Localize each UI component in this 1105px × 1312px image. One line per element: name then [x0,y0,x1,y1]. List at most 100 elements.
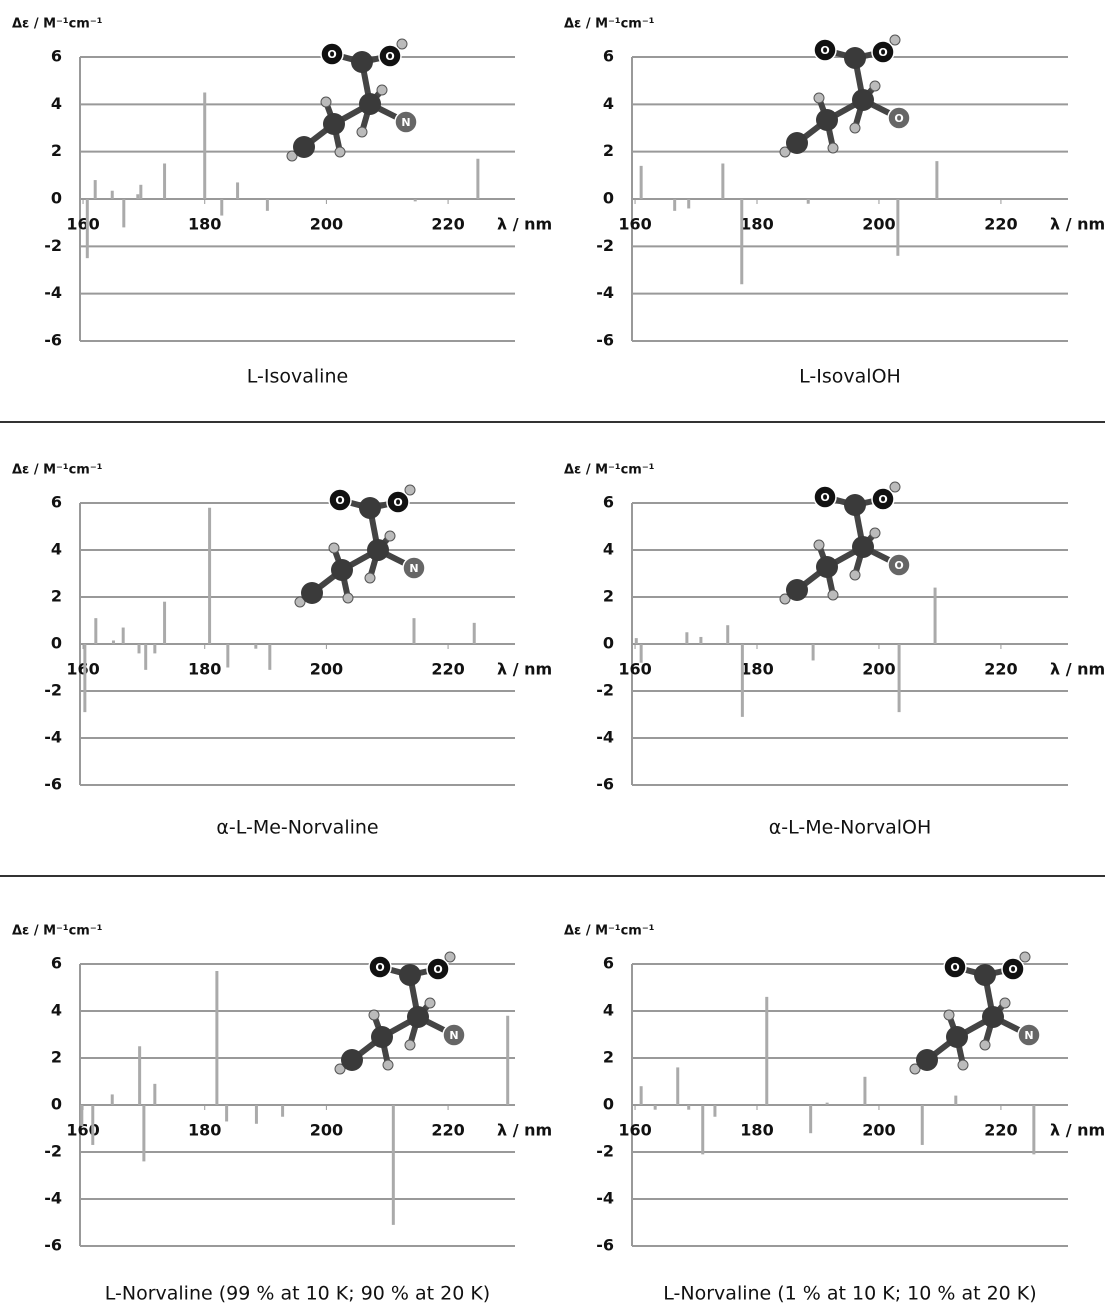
caption: L-Norvaline (99 % at 10 K; 90 % at 20 K) [105,1283,490,1305]
carbon [974,964,996,986]
carbon [946,1026,968,1048]
x-tick-label: 160 [618,660,651,679]
y-tick-label: -2 [596,236,614,255]
y-tick-label: 4 [603,94,614,113]
carbon [852,89,874,111]
hydrogen [870,81,880,91]
y-tick-label: -6 [596,775,614,794]
atom-label: O [335,494,344,507]
x-tick-label: 200 [862,1121,895,1140]
x-tick-label: 180 [740,215,773,234]
y-tick-label: -4 [596,728,614,747]
y-tick-label: -4 [596,283,614,302]
y-tick-label: 0 [51,1095,62,1114]
carbon [323,113,345,135]
caption: L-IsovalOH [799,366,901,388]
atom-label: O [820,491,829,504]
x-tick-label: 220 [984,215,1017,234]
y-tick-label: 4 [603,540,614,559]
y-tick-label: 2 [51,1048,62,1067]
y-tick-label: 4 [51,94,62,113]
x-tick-label: 200 [310,660,343,679]
y-tick-label: -2 [596,681,614,700]
x-tick-label: 220 [431,215,464,234]
hydrogen [405,485,415,495]
hydrogen [814,93,824,103]
atom-label: O [878,493,887,506]
x-tick-label: 220 [984,660,1017,679]
y-tick-label: -6 [596,331,614,350]
caption: L-Isovaline [247,366,348,388]
x-axis-label: λ / nm [1050,660,1105,679]
atom-label: O [894,112,903,125]
y-tick-label: -4 [44,1189,62,1208]
hydrogen [329,543,339,553]
y-axis-label: Δε / M⁻¹cm⁻¹ [564,17,654,32]
y-tick-label: 2 [603,587,614,606]
caption: α-L-Me-Norvaline [216,817,378,839]
x-tick-label: 220 [984,1121,1017,1140]
x-tick-label: 180 [740,660,773,679]
y-tick-label: -4 [44,728,62,747]
atom-label: N [401,116,410,129]
carbon [852,536,874,558]
y-tick-label: 6 [51,493,62,512]
y-tick-label: 2 [603,141,614,160]
y-axis-label: Δε / M⁻¹cm⁻¹ [564,924,654,939]
hydrogen [850,123,860,133]
atom-label: O [433,963,442,976]
carbon [341,1049,363,1071]
hydrogen [335,147,345,157]
y-axis-label: Δε / M⁻¹cm⁻¹ [12,17,102,32]
hydrogen [343,593,353,603]
y-axis-label: Δε / M⁻¹cm⁻¹ [12,463,102,478]
y-tick-label: 4 [51,540,62,559]
hydrogen [958,1060,968,1070]
carbon [982,1006,1004,1028]
y-tick-label: -2 [44,1142,62,1161]
y-axis-label: Δε / M⁻¹cm⁻¹ [12,924,102,939]
carbon [331,559,353,581]
atom-label: N [449,1029,458,1042]
carbon [916,1049,938,1071]
carbon [351,51,373,73]
y-tick-label: 0 [603,1095,614,1114]
atom-label: O [820,44,829,57]
y-tick-label: 0 [51,189,62,208]
y-tick-label: -4 [44,283,62,302]
x-axis-label: λ / nm [497,215,552,234]
y-tick-label: 6 [51,954,62,973]
atom-label: O [375,961,384,974]
hydrogen [850,570,860,580]
x-tick-label: 220 [431,660,464,679]
figure: -6-4-20246160180200220λ / nmΔε / M⁻¹cm⁻¹… [0,0,1105,1312]
x-tick-label: 180 [740,1121,773,1140]
hydrogen [397,39,407,49]
y-tick-label: -6 [596,1236,614,1255]
carbon [301,582,323,604]
atom-label: O [393,496,402,509]
carbon [359,93,381,115]
y-tick-label: -2 [44,236,62,255]
x-tick-label: 200 [310,1121,343,1140]
y-tick-label: 0 [603,189,614,208]
carbon [371,1026,393,1048]
x-axis-label: λ / nm [1050,215,1105,234]
atom-label: O [950,961,959,974]
atom-label: O [878,46,887,59]
hydrogen [1000,998,1010,1008]
x-tick-label: 180 [188,1121,221,1140]
carbon [399,964,421,986]
x-tick-label: 160 [618,1121,651,1140]
hydrogen [890,35,900,45]
x-tick-label: 200 [862,215,895,234]
x-tick-label: 180 [188,215,221,234]
x-tick-label: 160 [66,660,99,679]
hydrogen [445,952,455,962]
x-tick-label: 160 [618,215,651,234]
x-axis-label: λ / nm [1050,1121,1105,1140]
y-tick-label: -6 [44,1236,62,1255]
carbon [367,539,389,561]
y-tick-label: 2 [603,1048,614,1067]
hydrogen [870,528,880,538]
